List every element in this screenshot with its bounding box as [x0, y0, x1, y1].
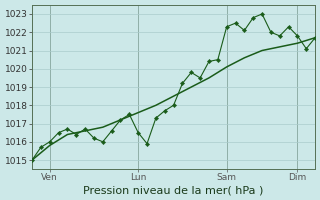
X-axis label: Pression niveau de la mer( hPa ): Pression niveau de la mer( hPa ) [84, 185, 264, 195]
